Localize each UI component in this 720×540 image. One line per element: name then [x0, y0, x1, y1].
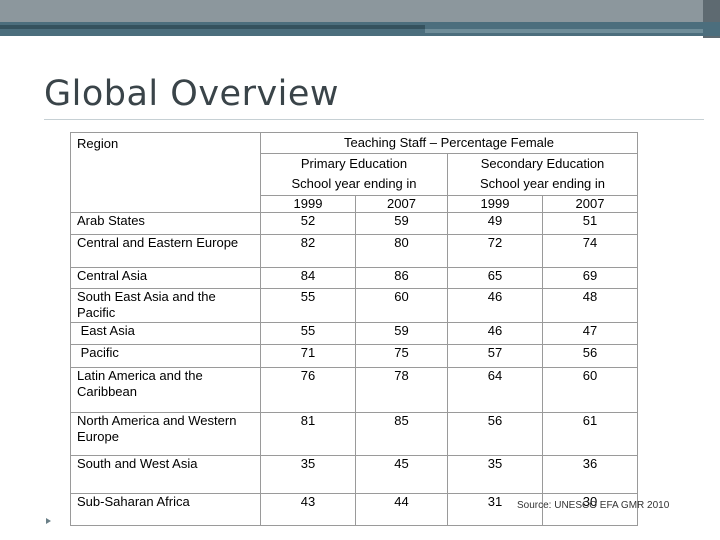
- region-cell: Central and Eastern Europe: [70, 234, 261, 268]
- value-cell: 51: [542, 212, 638, 235]
- value-cell: 36: [542, 455, 638, 494]
- secondary-school-year-label: School year ending in: [479, 176, 606, 191]
- region-cell: South and West Asia: [70, 455, 261, 494]
- table-row: Sub-Saharan Africa 43 44 31 30: [70, 493, 638, 526]
- value-cell: 48: [542, 288, 638, 323]
- value-cell: 45: [355, 455, 448, 494]
- value-cell: 82: [260, 234, 356, 268]
- slide-bullet-arrow-icon: [46, 518, 51, 524]
- year-header: 2007: [542, 195, 638, 213]
- year-header: 1999: [260, 195, 356, 213]
- value-cell: 59: [355, 212, 448, 235]
- value-cell: 46: [447, 322, 543, 345]
- region-cell: Latin America and the Caribbean: [70, 367, 261, 413]
- region-cell: Sub-Saharan Africa: [70, 493, 261, 526]
- primary-school-year-label: School year ending in: [291, 176, 417, 191]
- group-header: Teaching Staff – Percentage Female: [260, 132, 638, 154]
- table-row: Pacific 71 75 57 56: [70, 344, 638, 368]
- accent-decor-stripe-light: [425, 29, 703, 33]
- value-cell: 85: [355, 412, 448, 456]
- value-cell: 64: [447, 367, 543, 413]
- value-cell: 75: [355, 344, 448, 368]
- region-header: Region: [70, 132, 261, 213]
- top-decor-bar: [0, 0, 720, 22]
- value-cell: 44: [355, 493, 448, 526]
- table-row: Central Asia 84 86 65 69: [70, 267, 638, 289]
- value-cell: 69: [542, 267, 638, 289]
- value-cell: 55: [260, 288, 356, 323]
- value-cell: 55: [260, 322, 356, 345]
- table-row: Central and Eastern Europe 82 80 72 74: [70, 234, 638, 268]
- region-cell: South East Asia and the Pacific: [70, 288, 261, 323]
- value-cell: 35: [260, 455, 356, 494]
- value-cell: 78: [355, 367, 448, 413]
- value-cell: 60: [355, 288, 448, 323]
- teaching-staff-table: Region Teaching Staff – Percentage Femal…: [70, 132, 638, 526]
- value-cell: 35: [447, 455, 543, 494]
- value-cell: 56: [542, 344, 638, 368]
- table-row: North America and Western Europe 81 85 5…: [70, 412, 638, 456]
- region-cell: Pacific: [70, 344, 261, 368]
- value-cell: 84: [260, 267, 356, 289]
- accent-decor-stripe-dark: [0, 25, 425, 29]
- value-cell: 65: [447, 267, 543, 289]
- value-cell: 74: [542, 234, 638, 268]
- year-header: 1999: [447, 195, 543, 213]
- value-cell: 61: [542, 412, 638, 456]
- secondary-education-label: Secondary Education: [480, 156, 605, 171]
- table-row: East Asia 55 59 46 47: [70, 322, 638, 345]
- value-cell: 30: [542, 493, 638, 526]
- table-row: South and West Asia 35 45 35 36: [70, 455, 638, 494]
- value-cell: 81: [260, 412, 356, 456]
- table-row: South East Asia and the Pacific 55 60 46…: [70, 288, 638, 323]
- value-cell: 49: [447, 212, 543, 235]
- value-cell: 80: [355, 234, 448, 268]
- year-header: 2007: [355, 195, 448, 213]
- value-cell: 59: [355, 322, 448, 345]
- value-cell: 71: [260, 344, 356, 368]
- value-cell: 52: [260, 212, 356, 235]
- source-note: Source: UNESCO EFA GMR 2010: [517, 500, 670, 511]
- region-cell: North America and Western Europe: [70, 412, 261, 456]
- table-row: Latin America and the Caribbean 76 78 64…: [70, 367, 638, 413]
- value-cell: 57: [447, 344, 543, 368]
- value-cell: 43: [260, 493, 356, 526]
- primary-education-header: Primary Education School year ending in: [260, 153, 448, 196]
- value-cell: 72: [447, 234, 543, 268]
- value-cell: 56: [447, 412, 543, 456]
- region-cell: East Asia: [70, 322, 261, 345]
- primary-education-label: Primary Education: [300, 156, 408, 171]
- region-cell: Arab States: [70, 212, 261, 235]
- value-cell: 86: [355, 267, 448, 289]
- value-cell: 76: [260, 367, 356, 413]
- title-divider: [44, 119, 704, 120]
- value-cell: 47: [542, 322, 638, 345]
- value-cell: 60: [542, 367, 638, 413]
- value-cell: 46: [447, 288, 543, 323]
- table-row: Arab States 52 59 49 51: [70, 212, 638, 235]
- secondary-education-header: Secondary Education School year ending i…: [447, 153, 638, 196]
- region-cell: Central Asia: [70, 267, 261, 289]
- slide-title: Global Overview: [44, 74, 340, 114]
